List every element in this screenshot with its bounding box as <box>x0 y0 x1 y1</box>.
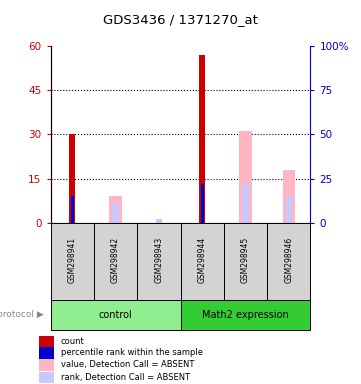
Bar <box>94 223 137 300</box>
Bar <box>286 196 292 223</box>
Text: GSM298944: GSM298944 <box>198 237 206 283</box>
Text: GDS3436 / 1371270_at: GDS3436 / 1371270_at <box>103 13 258 26</box>
Bar <box>180 223 224 300</box>
Text: GSM298943: GSM298943 <box>155 237 163 283</box>
Bar <box>239 131 252 223</box>
Bar <box>137 223 180 300</box>
Bar <box>39 372 54 384</box>
Bar <box>71 196 74 223</box>
Text: Math2 expression: Math2 expression <box>202 310 289 320</box>
Bar <box>199 55 205 223</box>
Text: GSM298945: GSM298945 <box>241 237 250 283</box>
Bar <box>267 223 310 300</box>
Text: control: control <box>99 310 132 320</box>
Text: count: count <box>61 337 84 346</box>
Bar <box>243 184 248 223</box>
Bar <box>39 347 54 359</box>
Text: percentile rank within the sample: percentile rank within the sample <box>61 348 203 358</box>
Bar <box>69 134 75 223</box>
Bar <box>51 223 94 300</box>
Bar <box>109 196 122 223</box>
Text: rank, Detection Call = ABSENT: rank, Detection Call = ABSENT <box>61 373 190 382</box>
Bar <box>201 184 204 223</box>
Text: GSM298946: GSM298946 <box>284 237 293 283</box>
Bar <box>39 336 54 347</box>
Bar <box>180 300 310 330</box>
Bar <box>224 223 267 300</box>
Bar <box>39 359 54 371</box>
Text: value, Detection Call = ABSENT: value, Detection Call = ABSENT <box>61 360 194 369</box>
Text: GSM298942: GSM298942 <box>111 237 120 283</box>
Text: protocol ▶: protocol ▶ <box>0 310 43 319</box>
Text: GSM298941: GSM298941 <box>68 237 77 283</box>
Bar <box>113 203 118 223</box>
Bar <box>156 219 162 223</box>
Bar <box>283 170 295 223</box>
Bar <box>51 300 180 330</box>
